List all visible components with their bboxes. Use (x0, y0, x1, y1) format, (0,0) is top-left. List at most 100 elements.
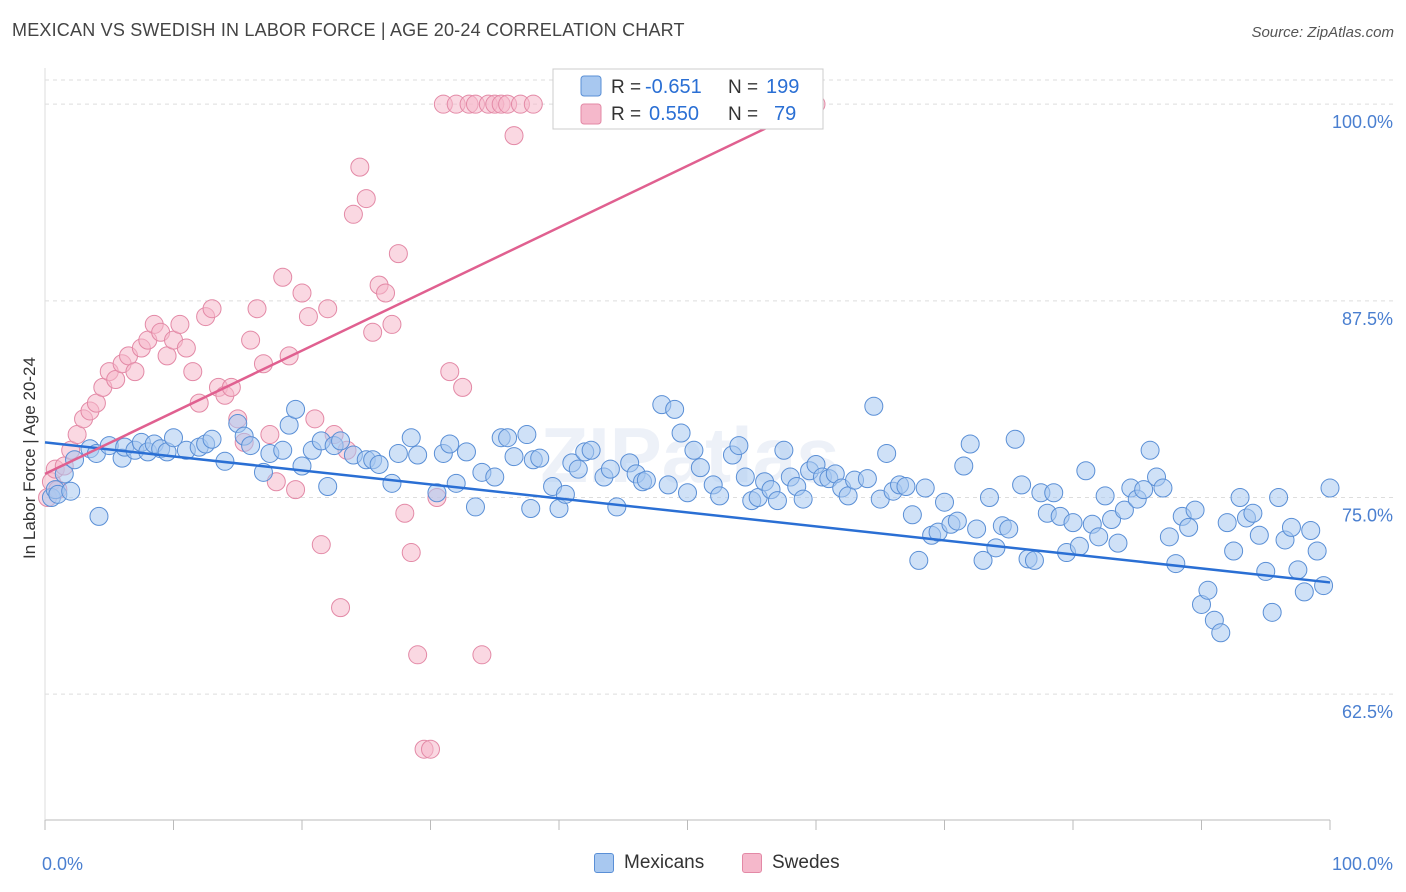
mexicans-point (678, 483, 697, 503)
source-label: Source: ZipAtlas.com (1251, 24, 1394, 41)
mexicans-point (1102, 510, 1122, 530)
bottom-legend: Mexicans Swedes (0, 852, 1406, 876)
mexicans-point (446, 473, 466, 493)
mexicans-point (1076, 461, 1096, 481)
legend-n-label-swedes: N = (728, 104, 758, 125)
mexicans-point (1301, 521, 1321, 541)
mexicans-point (935, 492, 954, 512)
mexicans-point (735, 467, 755, 487)
mexicans-point (456, 442, 476, 462)
swedes-point (350, 157, 370, 177)
legend-r-value-mexicans: -0.651 (645, 76, 702, 98)
mexicans-point (273, 440, 293, 460)
trend-lines (44, 103, 1331, 584)
swedes-point (170, 314, 190, 334)
swedes-point (266, 472, 286, 492)
swedes-point (376, 283, 396, 303)
swedes-point (292, 283, 312, 303)
mexicans-point (979, 487, 999, 507)
mexicans-point (600, 459, 620, 479)
mexicans-point (1108, 533, 1128, 553)
swedes-point (504, 126, 524, 146)
mexicans-point (401, 428, 421, 448)
legend-box-mexicans (594, 853, 614, 873)
mexicans-point (1089, 527, 1109, 547)
mexicans-point (909, 550, 929, 570)
mexicans-point (954, 456, 974, 476)
mexicans-point (857, 469, 877, 489)
mexicans-point (1114, 500, 1134, 520)
swedes-point (408, 645, 428, 665)
mexicans-point (1024, 550, 1044, 570)
mexicans-point (1307, 541, 1327, 561)
mexicans-point (729, 436, 749, 456)
mexicans-point (530, 448, 550, 468)
mexicans-point (1294, 582, 1314, 602)
mexicans-point (331, 431, 351, 451)
legend-r-label-swedes: R = (611, 104, 641, 125)
mexicans-point (1134, 480, 1154, 500)
mexicans-point (658, 475, 678, 495)
swedes-point (363, 322, 383, 342)
mexicans-point (1281, 517, 1301, 537)
mexicans-point (684, 440, 704, 460)
mexicans-point (896, 476, 916, 496)
swedes-point (453, 377, 473, 397)
x-tick-label-max: 100.0% (1332, 854, 1393, 874)
mexicans-point (665, 399, 685, 419)
swedes-point (382, 314, 402, 334)
mexicans-point (999, 519, 1019, 539)
legend: R = -0.651 N = 199 R = 0.550 N = 79 (552, 68, 824, 130)
y-tick-label: 62.5% (1342, 702, 1393, 722)
swedes-point (298, 307, 318, 327)
mexicans-point (1230, 487, 1250, 507)
swedes-point (125, 362, 145, 382)
y-tick-label: 100.0% (1332, 112, 1393, 132)
mexicans-point (1159, 527, 1179, 547)
mexicans-point (1249, 525, 1269, 545)
mexicans-point (485, 467, 505, 487)
legend-box-swedes (742, 853, 762, 873)
swedes-point (395, 503, 415, 523)
y-tick-labels: 62.5% 75.0% 87.5% 100.0% (1332, 112, 1393, 722)
swedes-point (356, 189, 376, 209)
mexicans-point (440, 434, 460, 454)
mexicans-point (1269, 487, 1289, 507)
mexicans-point (1166, 554, 1186, 574)
trend-line-mexicans (44, 441, 1331, 584)
mexicans-point (286, 399, 306, 419)
mexicans-point (465, 497, 485, 517)
mexicans-point (1314, 576, 1334, 596)
swedes-point (523, 94, 543, 114)
legend-item-mexicans: Mexicans (594, 852, 704, 874)
mexicans-point (767, 491, 787, 511)
mexicans-point (947, 511, 967, 531)
mexicans-point (1005, 429, 1025, 449)
legend-swatch-swedes (580, 103, 602, 125)
mexicans-point (202, 429, 222, 449)
mexicans-point (864, 396, 884, 416)
mexicans-point (1224, 541, 1244, 561)
mexicans-point (1069, 536, 1089, 556)
mexicans-point (607, 497, 627, 517)
mexicans-point (1185, 500, 1205, 520)
swedes-point (273, 267, 293, 287)
mexicans-point (521, 499, 541, 519)
swedes-point (472, 645, 492, 665)
y-tick-label: 87.5% (1342, 309, 1393, 329)
mexicans-point (61, 481, 81, 501)
mexicans-point (915, 478, 935, 498)
swedes-point (343, 204, 363, 224)
swedes-point (183, 362, 203, 382)
swedes-point (286, 480, 306, 500)
mexicans-point (318, 476, 338, 496)
swedes-point (241, 330, 261, 350)
legend-label-mexicans: Mexicans (624, 852, 705, 873)
trend-line-swedes (44, 103, 817, 476)
mexicans-point (967, 519, 987, 539)
mexicans-point (1262, 602, 1282, 622)
legend-r-value-swedes: 0.550 (649, 103, 699, 125)
mexicans-point (427, 483, 447, 503)
mexicans-point (710, 486, 730, 506)
mexicans-point (774, 440, 794, 460)
